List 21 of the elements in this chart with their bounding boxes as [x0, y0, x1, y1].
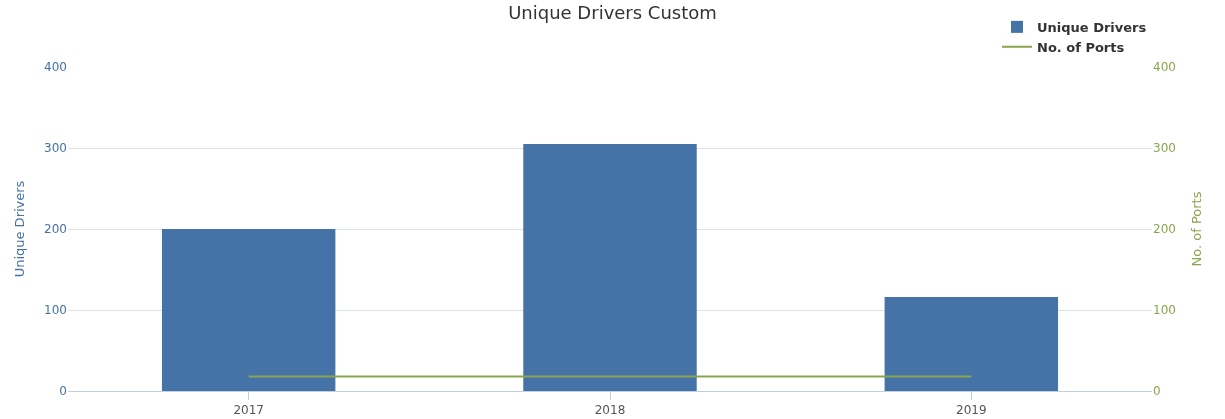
y-tick-label: 400	[44, 60, 67, 75]
chart-title: Unique Drivers Custom	[508, 1, 717, 23]
x-tick-label: 2018	[594, 403, 626, 418]
y2-tick-label: 100	[1153, 303, 1176, 318]
y2-tick-label: 200	[1153, 222, 1176, 237]
y2-tick-label: 300	[1153, 141, 1176, 156]
y2-axis-title: No. of Ports	[1188, 191, 1204, 267]
y-tick-label: 300	[44, 141, 67, 156]
y-tick-label: 200	[44, 222, 67, 237]
y2-tick-label: 400	[1153, 60, 1176, 75]
legend-label: Unique Drivers	[1037, 19, 1147, 35]
bar	[884, 297, 1059, 391]
bar	[523, 143, 697, 391]
y-tick-label: 100	[44, 303, 67, 318]
y2-tick-label: 0	[1153, 384, 1161, 399]
legend-label: No. of Ports	[1037, 39, 1125, 55]
y-tick-label: 0	[59, 384, 67, 399]
x-tick-label: 2017	[233, 403, 264, 418]
y-axis-title: Unique Drivers	[12, 180, 28, 278]
bar	[161, 229, 336, 391]
x-tick-label: 2019	[956, 403, 987, 418]
